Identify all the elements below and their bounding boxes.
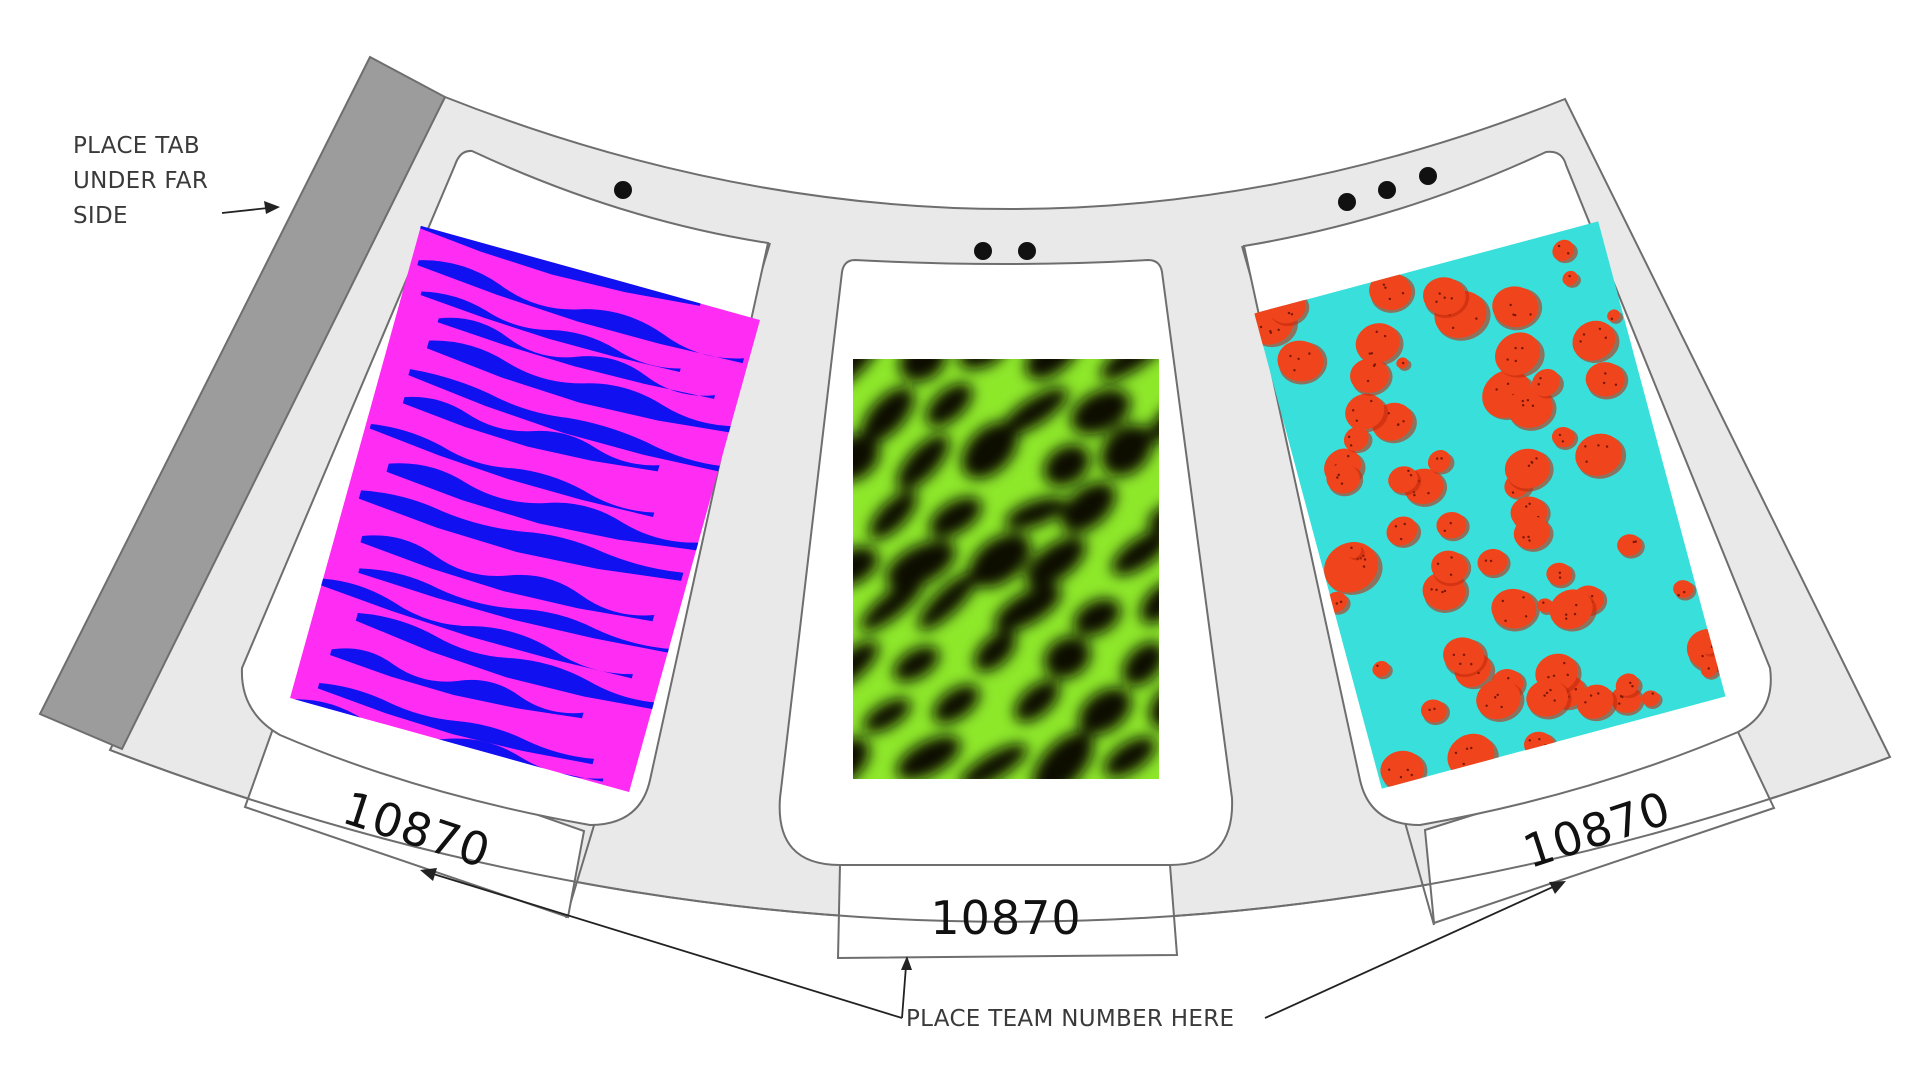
- tab-note-line-3: SIDE: [73, 203, 128, 229]
- tab-instruction: PLACE TAB UNDER FAR SIDE: [73, 133, 280, 229]
- tab-arrow-head: [264, 201, 280, 214]
- dots-center: [974, 242, 1036, 260]
- leader-line-right: [1264, 885, 1556, 1019]
- leader-line-center: [901, 965, 907, 1019]
- tab-note-line-2: UNDER FAR: [73, 168, 208, 194]
- dots-left: [614, 181, 632, 199]
- dot: [614, 181, 632, 199]
- team-number-center: 10870: [930, 891, 1081, 945]
- pattern-image-center: [853, 359, 1159, 779]
- dot: [1018, 242, 1036, 260]
- dot: [974, 242, 992, 260]
- dots-right: [1338, 167, 1437, 211]
- pattern-image-left: [289, 225, 761, 793]
- team-number-note: PLACE TEAM NUMBER HERE: [906, 1006, 1234, 1032]
- leader-line-left: [429, 872, 903, 1019]
- arrow-head-right: [1549, 881, 1566, 894]
- dot: [1378, 181, 1396, 199]
- arrow-head-left: [420, 868, 437, 881]
- dot: [1419, 167, 1437, 185]
- band-bottom-edge: [109, 749, 1891, 923]
- arrow-head-center: [901, 956, 912, 970]
- pattern-image-right: [1254, 221, 1726, 789]
- team-number-instruction: PLACE TEAM NUMBER HERE: [420, 868, 1566, 1032]
- fold-tab: [38, 55, 447, 751]
- tab-arrow: [221, 207, 269, 214]
- dot: [1338, 193, 1356, 211]
- tab-note-line-1: PLACE TAB: [73, 133, 200, 159]
